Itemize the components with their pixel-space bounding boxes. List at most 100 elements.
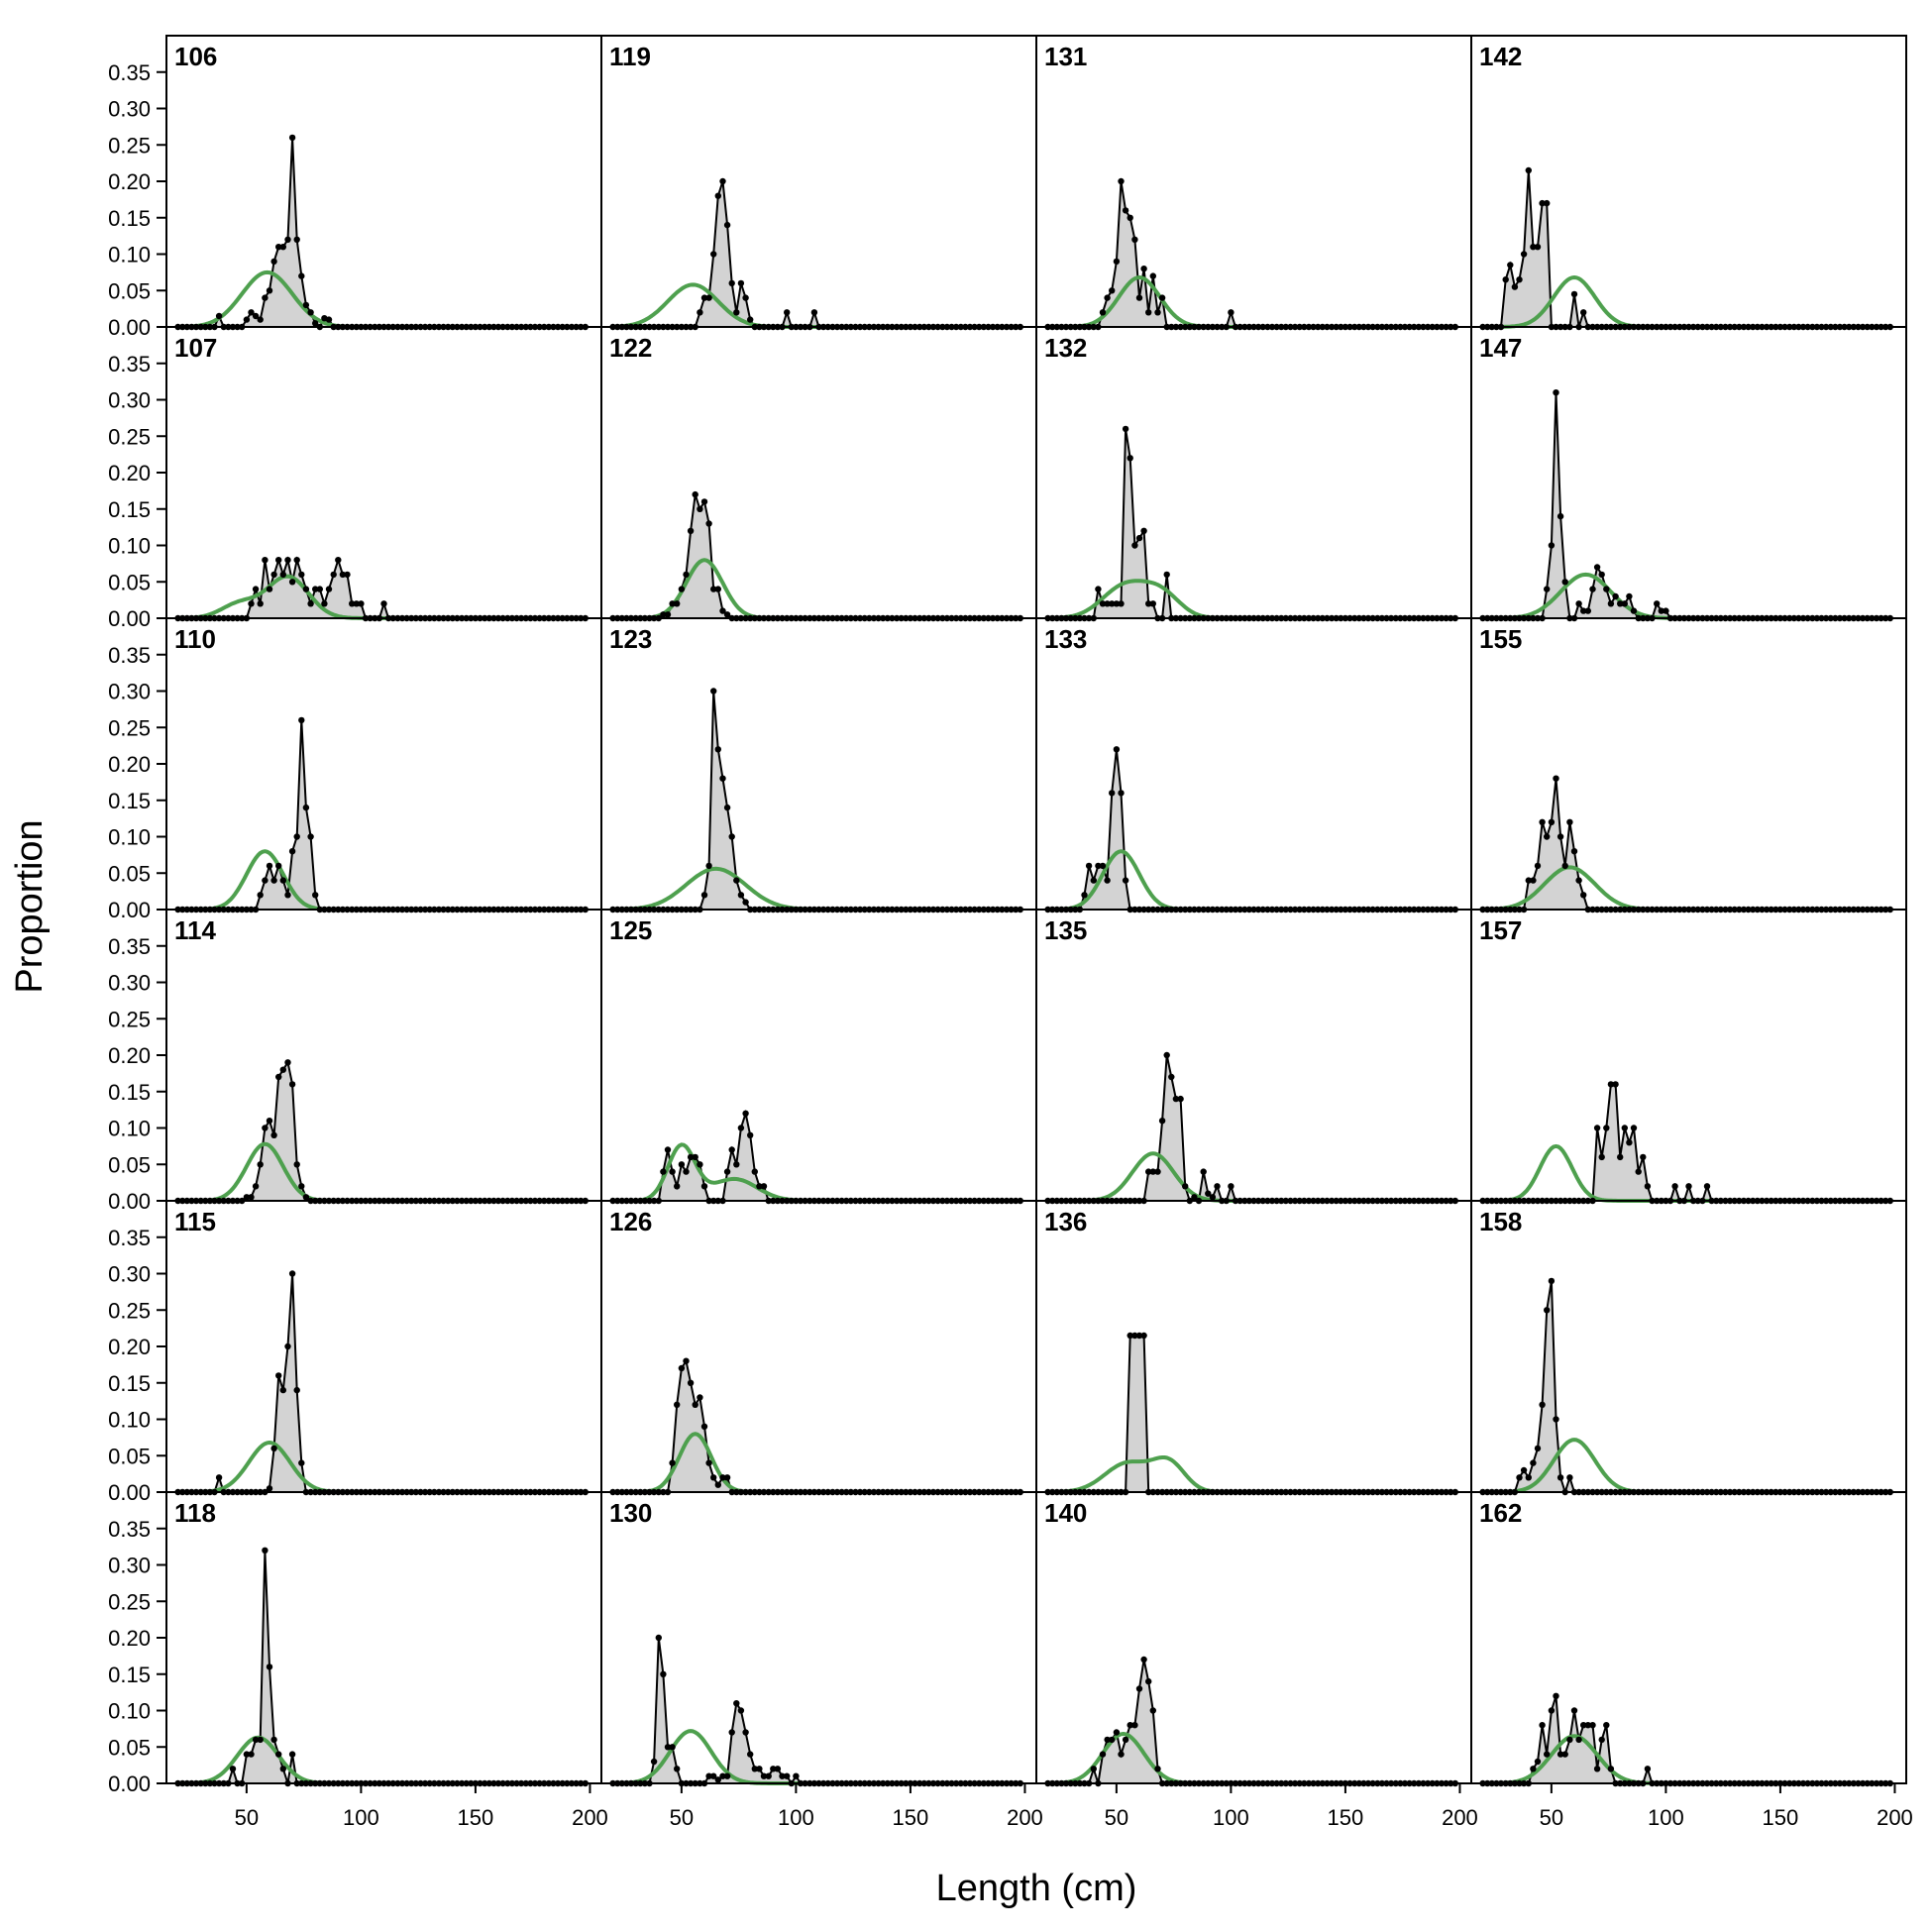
observed-point: [664, 1744, 672, 1751]
y-tick-label: 0.10: [108, 1408, 151, 1433]
panel-110: 110: [165, 617, 602, 913]
y-tick-label: 0.35: [108, 352, 151, 376]
observed-point: [664, 1146, 672, 1153]
observed-point: [723, 611, 731, 618]
observed-point: [349, 600, 356, 607]
observed-point: [288, 1081, 296, 1088]
panel-frame: [1035, 326, 1472, 619]
observed-point: [284, 236, 291, 243]
observed-point: [705, 1459, 712, 1466]
panel-frame: [600, 1200, 1037, 1493]
observed-point: [262, 877, 268, 884]
observed-point: [1607, 1766, 1615, 1772]
observed-point: [358, 600, 365, 607]
observed-point: [710, 1474, 717, 1481]
observed-point: [1511, 283, 1519, 290]
observed-point: [700, 294, 708, 301]
observed-point: [1556, 1474, 1564, 1481]
observed-point: [1113, 258, 1121, 266]
observed-point: [697, 309, 703, 316]
observed-area: [177, 1550, 586, 1783]
x-tick-label: 50: [1105, 1805, 1128, 1830]
panel-frame: [1470, 909, 1907, 1202]
observed-point: [728, 833, 735, 840]
observed-point: [1553, 1416, 1559, 1423]
observed-point: [1228, 309, 1234, 316]
observed-point: [1104, 600, 1111, 607]
y-tick-label: 0.20: [108, 1043, 151, 1068]
panel-frame: [600, 617, 1037, 911]
observed-point: [723, 1474, 731, 1481]
observed-point: [1127, 1332, 1133, 1340]
observed-point: [737, 1707, 745, 1714]
observed-point: [1575, 600, 1582, 607]
observed-point: [1556, 512, 1564, 520]
observed-point: [248, 1194, 255, 1201]
observed-point: [700, 892, 708, 899]
observed-area: [612, 181, 1020, 327]
panel-label: 119: [609, 42, 651, 71]
observed-point: [312, 320, 319, 327]
observed-point: [293, 1386, 300, 1394]
observed-point: [1612, 592, 1619, 600]
observed-point: [742, 899, 749, 906]
y-tick-label: 0.05: [108, 278, 151, 303]
y-tick-label: 0.20: [108, 1335, 151, 1359]
observed-point: [262, 294, 268, 301]
observed-point: [1145, 600, 1152, 607]
observed-point: [1118, 790, 1125, 797]
y-tick-label: 0.20: [108, 461, 151, 485]
observed-point: [1626, 1139, 1633, 1146]
observed-point: [719, 607, 726, 614]
observed-point: [1095, 862, 1102, 870]
observed-point: [683, 1168, 690, 1175]
observed-point: [723, 221, 731, 229]
observed-point: [1548, 818, 1556, 825]
observed-point: [1149, 272, 1157, 279]
observed-point: [215, 312, 223, 320]
observed-area: [1482, 392, 1890, 618]
y-tick-label: 0.10: [108, 534, 151, 559]
observed-point: [710, 586, 717, 592]
observed-point: [1626, 592, 1633, 600]
panel-131: 131: [1035, 35, 1472, 331]
observed-point: [1104, 877, 1111, 884]
panel-142: 142: [1470, 35, 1907, 331]
observed-point: [215, 1474, 223, 1481]
panel-label: 133: [1044, 624, 1087, 654]
y-tick-label: 0.20: [108, 752, 151, 777]
y-tick-label: 0.25: [108, 715, 151, 740]
observed-line: [612, 691, 1020, 911]
panel-label: 126: [609, 1207, 652, 1236]
observed-point: [719, 775, 726, 782]
observed-point: [270, 571, 277, 579]
expected-curve: [177, 1441, 586, 1494]
observed-point: [1598, 1153, 1605, 1161]
observed-point: [284, 1059, 291, 1066]
y-tick-label: 0.30: [108, 388, 151, 413]
observed-point: [330, 571, 337, 579]
panel-158: 158: [1470, 1200, 1907, 1496]
observed-point: [298, 1183, 305, 1190]
panel-133: 133: [1035, 617, 1472, 913]
observed-point: [1131, 1722, 1138, 1729]
y-tick-label: 0.25: [108, 424, 151, 449]
observed-point: [243, 316, 251, 323]
observed-line: [1047, 1054, 1455, 1203]
observed-point: [1149, 1707, 1157, 1714]
observed-point: [1099, 309, 1107, 316]
observed-point: [1177, 1095, 1184, 1103]
observed-point: [1149, 600, 1157, 607]
observed-point: [298, 272, 305, 279]
observed-point: [1621, 1125, 1629, 1131]
observed-point: [687, 1153, 695, 1161]
panel-130: 130: [600, 1491, 1037, 1787]
observed-point: [1525, 166, 1533, 174]
observed-point: [660, 1168, 667, 1175]
observed-point: [1589, 1722, 1596, 1729]
observed-point: [1580, 309, 1587, 316]
panel-label: 110: [174, 624, 216, 654]
observed-point: [705, 862, 712, 870]
observed-point: [270, 258, 277, 266]
y-tick-label: 0.15: [108, 1080, 151, 1105]
